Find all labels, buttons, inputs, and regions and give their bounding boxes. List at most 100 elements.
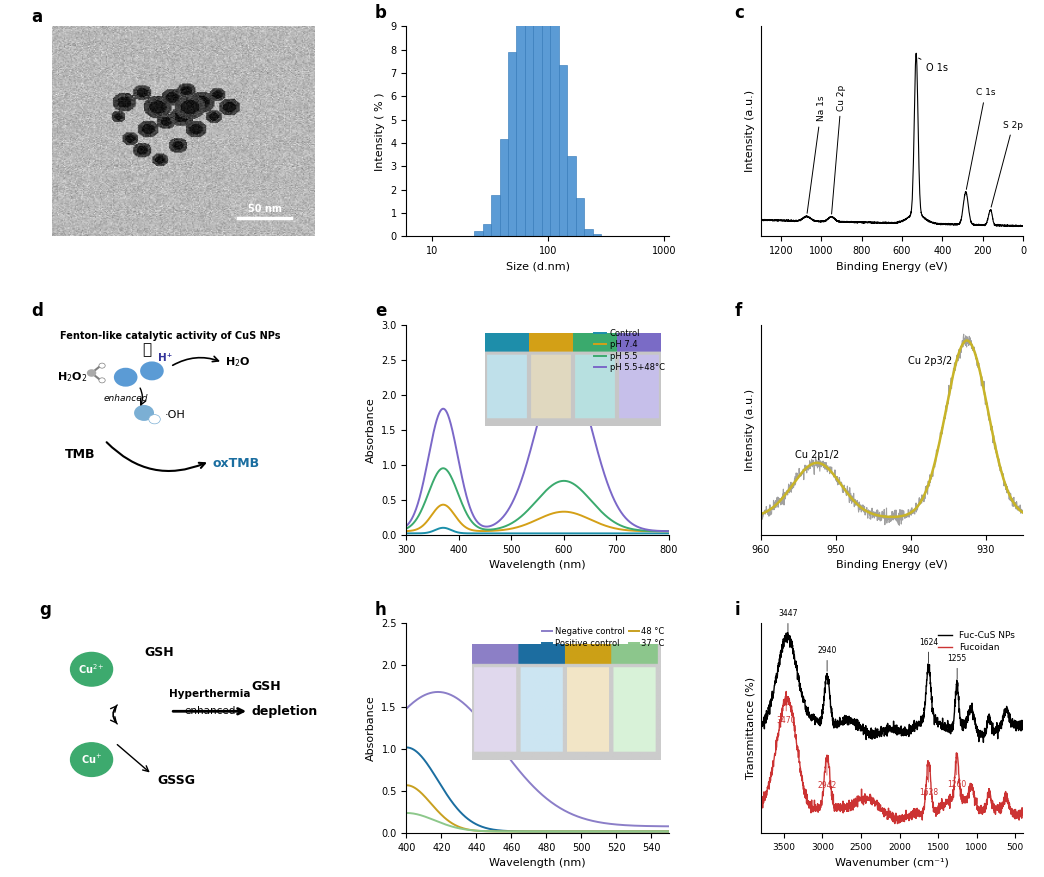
Line: Control: Control: [406, 528, 669, 533]
Fucoidan: [755, 794, 767, 804]
pH 7.4: [576, 510, 589, 521]
pH 5.5+48°C: [598, 469, 611, 480]
Line: pH 5.5: pH 5.5: [406, 468, 669, 531]
Positive control: [621, 826, 634, 837]
Fucoidan: [1017, 805, 1029, 816]
Negative control: [556, 804, 569, 815]
Control: [576, 528, 589, 538]
pH 5.5: [519, 507, 531, 517]
37 °C: [638, 826, 650, 837]
Text: Cu 2p: Cu 2p: [832, 84, 846, 214]
X-axis label: Wavelength (nm): Wavelength (nm): [490, 859, 586, 868]
Bar: [575, 198, 585, 237]
37 °C: [401, 808, 413, 818]
Circle shape: [99, 363, 105, 368]
Control: [520, 528, 532, 538]
Circle shape: [71, 743, 113, 776]
Legend: Fuc-CuS NPs, Fucoidan: Fuc-CuS NPs, Fucoidan: [934, 628, 1019, 655]
Bar: [508, 52, 517, 237]
Text: Cu$^{+}$: Cu$^{+}$: [81, 753, 102, 766]
37 °C: [649, 826, 662, 837]
pH 5.5: [437, 463, 450, 474]
Text: GSH: GSH: [144, 646, 173, 659]
pH 5.5: [468, 519, 480, 530]
pH 5.5+48°C: [554, 355, 567, 366]
Text: 2942: 2942: [817, 759, 836, 790]
Circle shape: [99, 378, 105, 383]
pH 5.5+48°C: [576, 389, 589, 399]
Bar: [593, 233, 601, 237]
48 °C: [622, 826, 635, 837]
Negative control: [557, 805, 570, 816]
pH 5.5: [576, 486, 589, 496]
Bar: [567, 156, 575, 237]
Circle shape: [140, 361, 164, 381]
pH 5.5: [400, 524, 412, 534]
Negative control: [622, 820, 635, 831]
Line: Negative control: Negative control: [406, 692, 669, 826]
Fuc-CuS NPs: [904, 727, 917, 738]
Text: H$_2$O: H$_2$O: [226, 355, 251, 369]
Bar: [525, 0, 533, 237]
Text: d: d: [31, 303, 43, 320]
pH 7.4: [598, 520, 611, 531]
pH 5.5+48°C: [663, 526, 675, 537]
37 °C: [621, 826, 634, 837]
Bar: [482, 224, 491, 237]
48 °C: [556, 826, 569, 837]
Text: g: g: [39, 601, 51, 618]
Text: enhanced: enhanced: [184, 706, 235, 717]
Fuc-CuS NPs: [781, 627, 793, 638]
Bar: [500, 139, 508, 237]
Fuc-CuS NPs: [977, 737, 990, 747]
Bar: [474, 232, 482, 237]
Negative control: [400, 703, 412, 714]
Text: Na 1s: Na 1s: [807, 96, 826, 213]
Circle shape: [134, 405, 155, 421]
Text: Cu$^{2+}$: Cu$^{2+}$: [78, 662, 104, 676]
48 °C: [401, 780, 413, 790]
48 °C: [639, 826, 651, 837]
Text: 3447: 3447: [778, 609, 798, 634]
Positive control: [638, 826, 650, 837]
Line: Fuc-CuS NPs: Fuc-CuS NPs: [761, 632, 1023, 742]
Positive control: [663, 826, 675, 837]
Text: 3470: 3470: [777, 695, 796, 725]
Text: 1624: 1624: [919, 638, 939, 663]
Fuc-CuS NPs: [876, 726, 888, 737]
Text: Cu 2p3/2: Cu 2p3/2: [907, 356, 952, 367]
Text: h: h: [375, 601, 386, 618]
Negative control: [663, 821, 675, 831]
pH 5.5+48°C: [447, 427, 459, 438]
Negative control: [401, 702, 413, 713]
Line: pH 7.4: pH 7.4: [406, 504, 669, 531]
pH 7.4: [663, 526, 675, 537]
Control: [598, 528, 611, 538]
Y-axis label: Absorbance: Absorbance: [365, 397, 376, 462]
X-axis label: Binding Energy (eV): Binding Energy (eV): [836, 560, 948, 570]
Line: Positive control: Positive control: [406, 747, 669, 831]
Text: S 2p: S 2p: [991, 120, 1023, 207]
Control: [506, 528, 519, 538]
Y-axis label: Intensity (a.u.): Intensity (a.u.): [745, 90, 755, 173]
pH 7.4: [400, 526, 412, 537]
pH 7.4: [437, 499, 450, 510]
Fucoidan: [872, 804, 884, 815]
Text: H$_2$O$_2$: H$_2$O$_2$: [57, 370, 88, 384]
Text: e: e: [375, 303, 386, 320]
Text: GSH: GSH: [252, 680, 281, 693]
pH 5.5+48°C: [468, 511, 480, 522]
X-axis label: Wavelength (nm): Wavelength (nm): [490, 560, 586, 570]
Line: pH 5.5+48°C: pH 5.5+48°C: [406, 360, 669, 531]
Negative control: [432, 687, 445, 697]
Y-axis label: Intensity ( % ): Intensity ( % ): [375, 92, 385, 171]
Text: a: a: [31, 8, 43, 26]
Fucoidan: [775, 714, 787, 724]
Fucoidan: [892, 818, 904, 829]
Bar: [533, 0, 542, 237]
Fucoidan: [780, 686, 792, 696]
Bar: [491, 195, 500, 237]
48 °C: [400, 780, 412, 790]
48 °C: [561, 826, 573, 837]
pH 7.4: [555, 507, 568, 517]
